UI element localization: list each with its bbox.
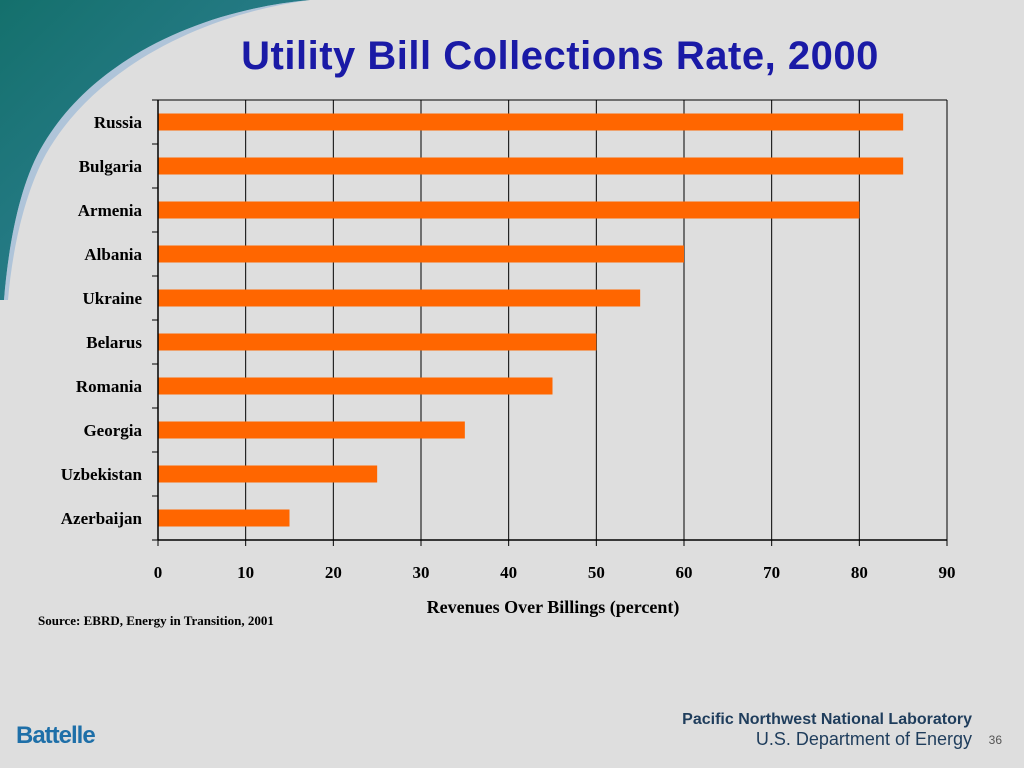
category-label: Uzbekistan (61, 465, 143, 484)
bar-ukraine (158, 289, 641, 307)
bar-chart: Russia Bulgaria Armenia Albania Ukraine Belar… (61, 99, 956, 618)
x-tick-label: 20 (325, 563, 342, 582)
battelle-logo: Battelle (16, 722, 96, 749)
x-tick-label: 70 (763, 563, 780, 582)
bar-armenia (158, 201, 860, 219)
bar-albania (158, 245, 684, 263)
category-label: Romania (76, 377, 143, 396)
lab-name: Pacific Northwest National Laboratory (682, 711, 972, 728)
bar-azerbaijan (158, 509, 290, 527)
category-label: Azerbaijan (61, 509, 143, 528)
bar-bulgaria (158, 157, 904, 175)
x-tick-label: 90 (939, 563, 956, 582)
source-note: Source: EBRD, Energy in Transition, 2001 (38, 613, 274, 628)
x-tick-label: 50 (588, 563, 605, 582)
category-label: Russia (94, 113, 143, 132)
bar-belarus (158, 333, 597, 351)
category-label: Bulgaria (79, 157, 143, 176)
category-label: Belarus (86, 333, 142, 352)
category-label: Albania (84, 245, 142, 264)
axes (152, 99, 948, 546)
page-number: 36 (988, 733, 1002, 747)
labels: Russia Bulgaria Armenia Albania Ukraine Belar… (61, 113, 956, 618)
x-tick-label: 10 (237, 563, 254, 582)
slide-title: Utility Bill Collections Rate, 2000 (241, 34, 879, 78)
x-tick-label: 40 (500, 563, 517, 582)
corner-swoosh-decoration (0, 0, 310, 300)
department-name: U.S. Department of Energy (755, 729, 972, 749)
category-label: Ukraine (83, 289, 143, 308)
x-tick-label: 80 (851, 563, 868, 582)
bar-uzbekistan (158, 465, 378, 483)
x-tick-label: 60 (676, 563, 693, 582)
x-tick-label: 30 (413, 563, 430, 582)
bar-romania (158, 377, 553, 395)
bar-russia (158, 113, 904, 131)
category-label: Georgia (83, 421, 142, 440)
bar-georgia (158, 421, 465, 439)
x-tick-label: 0 (154, 563, 163, 582)
category-label: Armenia (78, 201, 143, 220)
x-axis-title: Revenues Over Billings (percent) (427, 597, 680, 618)
bars (158, 113, 904, 527)
